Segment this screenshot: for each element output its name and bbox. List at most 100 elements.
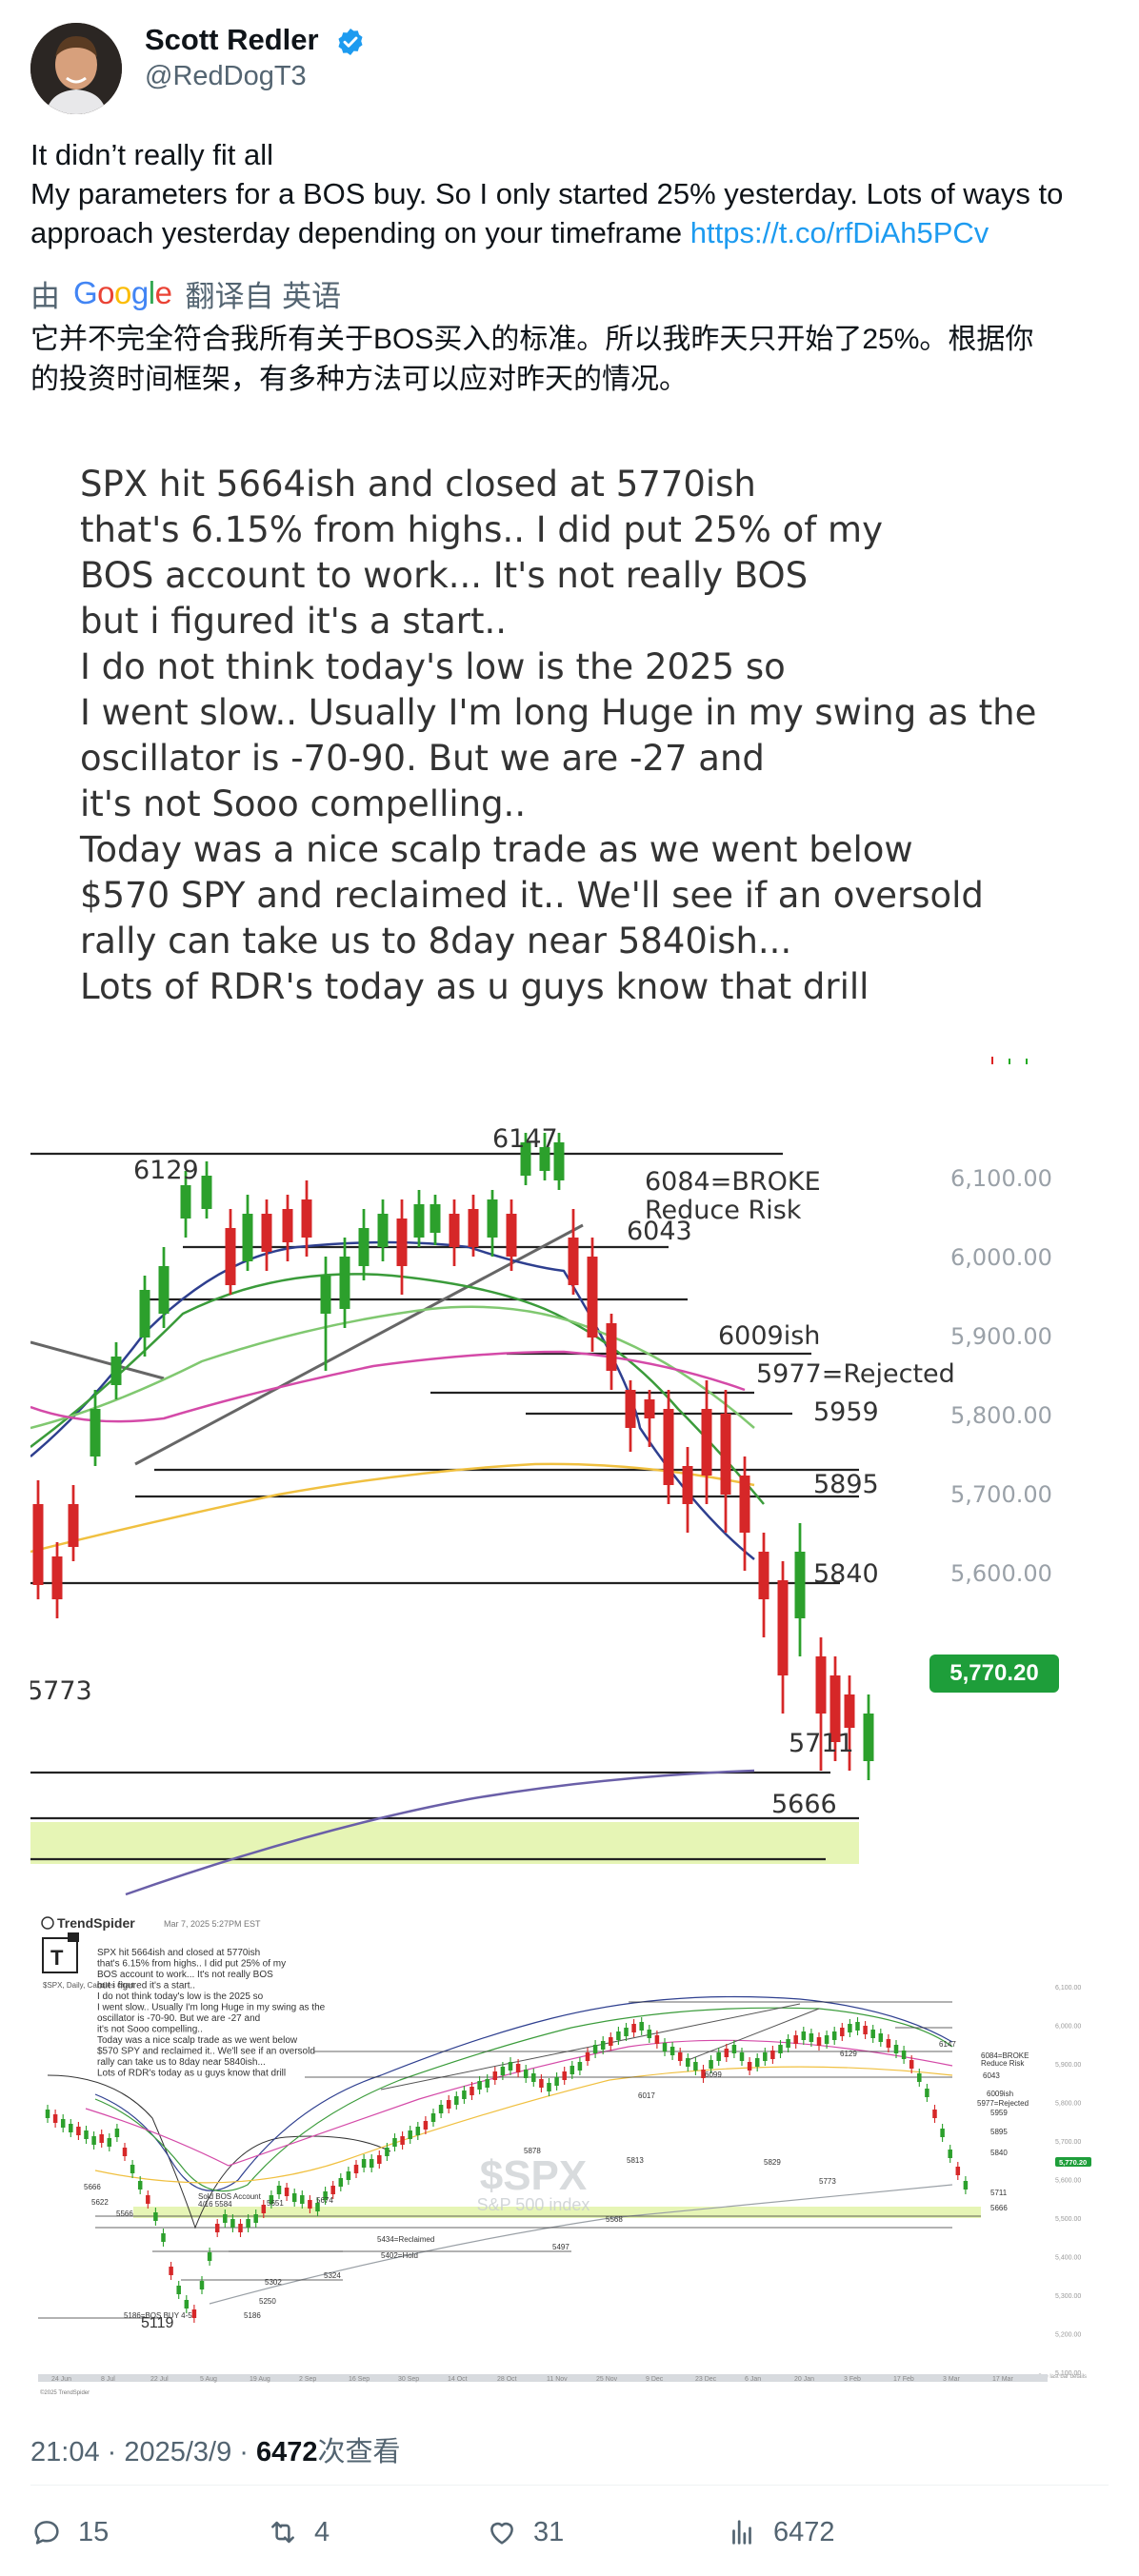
candle-body: [631, 2024, 636, 2032]
last-price-badge: [1055, 2157, 1091, 2167]
candle-body: [230, 2219, 235, 2228]
candle-body: [644, 1399, 655, 1418]
level-label: Reduce Risk: [645, 1196, 802, 1225]
chart-note-line: $570 SPY and reclaimed it.. We'll see if…: [97, 2047, 315, 2057]
translation-attribution[interactable]: 由 Google 翻译自 英语: [30, 272, 341, 314]
y-tick: 5,600.00: [1055, 2178, 1081, 2185]
candle-body: [353, 2165, 359, 2173]
candle-body: [515, 2064, 521, 2072]
candle-body: [153, 2212, 158, 2221]
level-label: 5977=Rejected: [756, 1359, 955, 1389]
svg-text:5402=Hold: 5402=Hold: [381, 2251, 418, 2260]
candle-body: [809, 2033, 814, 2042]
reply-button[interactable]: 15: [30, 2504, 109, 2561]
candle-body: [242, 1214, 253, 1261]
candle-body: [600, 2041, 606, 2050]
svg-text:6099: 6099: [705, 2071, 722, 2079]
tweet-time[interactable]: 21:04: [30, 2437, 100, 2467]
svg-text:5302: 5302: [265, 2278, 282, 2287]
like-button[interactable]: 31: [486, 2504, 564, 2561]
note-line: but i figured it's a start..: [80, 601, 508, 642]
author-name[interactable]: Scott Redler: [145, 23, 319, 56]
candle-body: [76, 2127, 81, 2135]
candle-body: [886, 2039, 891, 2048]
y-tick: 5,600.00: [950, 1560, 1052, 1587]
candle-body: [358, 1228, 370, 1266]
x-tick: 17 Mar: [992, 2376, 1013, 2383]
candle-body: [492, 2071, 498, 2080]
candle-body: [408, 2130, 412, 2139]
candle-body: [624, 2028, 629, 2036]
x-tick: 16 Sep: [349, 2376, 370, 2383]
svg-text:6043: 6043: [983, 2071, 1000, 2080]
candle-body: [547, 2083, 551, 2091]
candle-body: [130, 2165, 135, 2173]
repost-button[interactable]: 4: [267, 2504, 330, 2561]
candle-body: [639, 2022, 644, 2031]
candle-body: [90, 1409, 101, 1456]
translated-text: 它并不完全符合我所有关于BOS买入的标准。所以我昨天只开始了25%。根据你 的投…: [30, 320, 1116, 400]
candle-body: [815, 1656, 827, 1714]
chart-note-line: I do not think today's low is the 2025 s…: [97, 1991, 264, 2002]
candle-body: [438, 2105, 444, 2113]
candle-body: [731, 2045, 737, 2053]
candle-body: [677, 2052, 683, 2061]
y-tick: 6,100.00: [1055, 1985, 1081, 1991]
svg-text:5651: 5651: [267, 2199, 284, 2208]
candle-body: [346, 2171, 351, 2180]
svg-text:6017: 6017: [638, 2091, 655, 2100]
spx-chart-zoom[interactable]: 6,100.00 6,000.00 5,900.00 5,800.00 5,70…: [27, 1104, 1109, 1923]
candle-body: [207, 2252, 212, 2261]
candle-body: [201, 1176, 212, 1209]
candle-body: [52, 2114, 58, 2123]
candle-body: [693, 2062, 698, 2071]
svg-text:5186=BOS BUY 4-5: 5186=BOS BUY 4-5: [124, 2311, 192, 2320]
candle-body: [523, 2070, 529, 2078]
candle-body: [686, 2058, 690, 2067]
candle-body: [110, 1357, 122, 1385]
candle-body: [901, 2051, 907, 2059]
candle-body: [430, 2113, 436, 2122]
candle-body: [701, 2070, 706, 2078]
candle-body: [107, 2138, 112, 2147]
tweet-link[interactable]: https://t.co/rfDiAh5PCv: [689, 216, 989, 249]
candle-body: [68, 1504, 79, 1547]
level-label: 5895: [813, 1470, 879, 1499]
candle-body: [261, 2205, 267, 2213]
candle-body: [413, 1204, 425, 1238]
chart-note-line: I went slow.. Usually I'm long Huge in m…: [97, 2003, 326, 2013]
candle-body: [878, 2033, 884, 2042]
candle-body: [396, 1219, 408, 1266]
svg-text:T: T: [50, 1946, 64, 1970]
tweet-text: It didn’t really fit all My parameters f…: [30, 135, 1116, 252]
candle-body: [770, 2051, 775, 2059]
y-tick: 5,800.00: [950, 1402, 1052, 1429]
candle-body: [863, 2026, 868, 2034]
x-tick: 23 Dec: [695, 2376, 717, 2383]
candle-body: [468, 1209, 479, 1247]
candle-body: [470, 2087, 474, 2095]
candle-body: [246, 2219, 250, 2228]
candle-body: [625, 1390, 636, 1428]
x-tick: 30 Sep: [398, 2376, 419, 2383]
chart-annotations: 5119 5666 5622 5566 5651 5674 5434=Recla…: [84, 2040, 1087, 2380]
y-tick: 5,200.00: [1055, 2332, 1081, 2339]
y-tick: 5,700.00: [950, 1481, 1052, 1508]
avatar[interactable]: [30, 23, 122, 114]
reply-icon: [34, 2521, 59, 2545]
svg-text:5711: 5711: [990, 2189, 1008, 2197]
divider: [30, 2485, 1109, 2486]
views-button[interactable]: 6472: [726, 2504, 835, 2561]
tweet-line: My parameters for a BOS buy. So I only s…: [30, 177, 1064, 210]
candle-body: [214, 2224, 220, 2232]
candle-body: [739, 2052, 745, 2061]
views-count: 6472: [773, 2516, 835, 2547]
attached-note-image[interactable]: SPX hit 5664ish and closed at 5770ish tha…: [30, 443, 1109, 1064]
trendspider-chart-image[interactable]: TrendSpider Mar 7, 2025 5:27PM EST T $SP…: [38, 1913, 1109, 2404]
tweet-date[interactable]: 2025/3/9: [124, 2437, 232, 2467]
x-tick: 11 Nov: [547, 2376, 568, 2383]
author-handle[interactable]: @RedDogT3: [145, 61, 307, 91]
candle-body: [446, 2100, 451, 2109]
svg-text:5674: 5674: [316, 2196, 333, 2205]
candle-body: [284, 2188, 290, 2196]
